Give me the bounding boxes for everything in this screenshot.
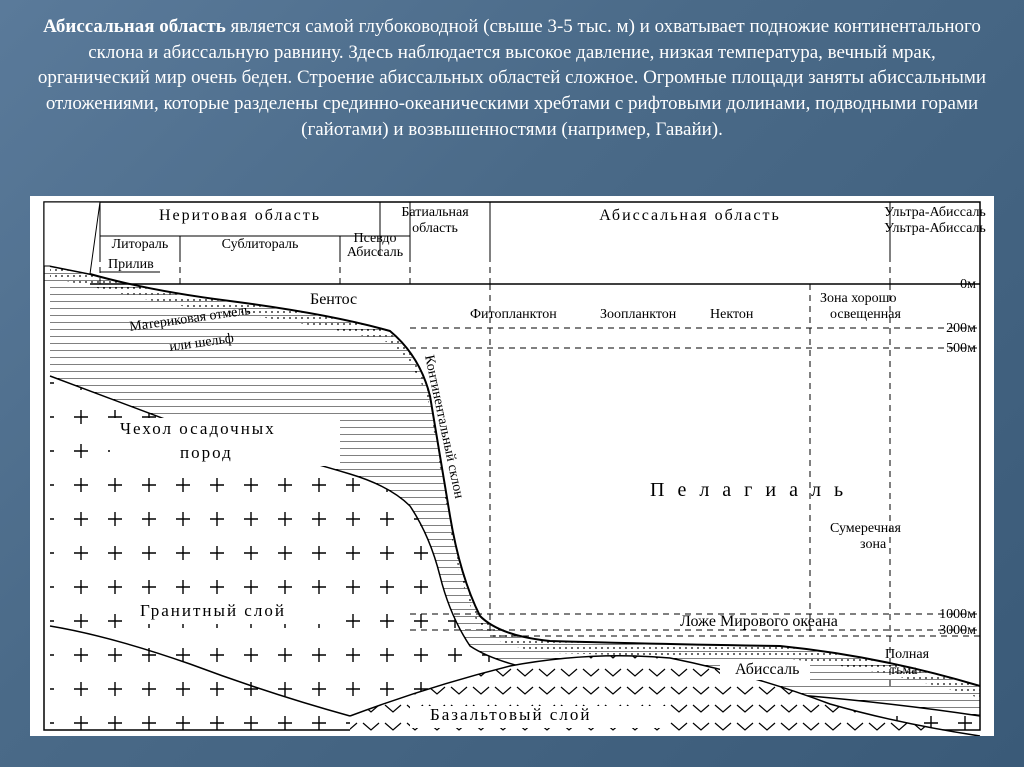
svg-text:200м: 200м bbox=[946, 321, 976, 336]
svg-text:Сумеречная: Сумеречная bbox=[830, 521, 901, 536]
svg-text:0м: 0м bbox=[960, 277, 976, 292]
svg-text:пород: пород bbox=[180, 443, 233, 462]
svg-text:П е л а г и а л ь: П е л а г и а л ь bbox=[650, 479, 847, 501]
svg-text:зона: зона bbox=[860, 537, 887, 552]
ocean-cross-section-diagram: СушаНеритовая областьБатиальнаяобластьАб… bbox=[30, 196, 994, 736]
svg-text:Бентос: Бентос bbox=[310, 291, 357, 308]
svg-text:Абиссаль: Абиссаль bbox=[735, 661, 799, 678]
svg-text:Батиальная: Батиальная bbox=[401, 205, 469, 220]
svg-text:Ультра-Абиссаль: Ультра-Абиссаль bbox=[884, 221, 986, 236]
svg-text:Чехол осадочных: Чехол осадочных bbox=[120, 419, 276, 438]
intro-text: Абиссальная область является самой глубо… bbox=[0, 0, 1024, 152]
svg-text:Прилив: Прилив bbox=[108, 257, 154, 272]
intro-bold: Абиссальная область bbox=[43, 16, 226, 37]
svg-text:Ультра-Абиссаль: Ультра-Абиссаль bbox=[884, 205, 986, 220]
svg-text:Сублитораль: Сублитораль bbox=[222, 237, 299, 252]
svg-text:500м: 500м bbox=[946, 341, 976, 356]
svg-text:Фитопланктон: Фитопланктон bbox=[470, 307, 557, 322]
svg-text:Абиссаль: Абиссаль bbox=[347, 245, 403, 260]
svg-text:1000м: 1000м bbox=[939, 607, 976, 622]
svg-text:Нектон: Нектон bbox=[710, 307, 754, 322]
svg-text:Зона хорошо: Зона хорошо bbox=[820, 291, 896, 306]
svg-text:Литораль: Литораль bbox=[112, 237, 169, 252]
svg-text:Полная: Полная bbox=[885, 647, 930, 662]
svg-text:Гранитный слой: Гранитный слой bbox=[140, 601, 286, 620]
svg-text:Псевдо: Псевдо bbox=[353, 231, 396, 246]
svg-text:область: область bbox=[412, 221, 458, 236]
svg-text:Зоопланктон: Зоопланктон bbox=[600, 307, 677, 322]
svg-text:Ложе Мирового океана: Ложе Мирового океана bbox=[680, 613, 838, 630]
svg-text:освещенная: освещенная bbox=[830, 307, 901, 322]
svg-text:Базальтовый слой: Базальтовый слой bbox=[430, 705, 591, 724]
svg-text:тьма: тьма bbox=[890, 663, 918, 678]
svg-text:Неритовая область: Неритовая область bbox=[159, 207, 321, 224]
svg-text:3000м: 3000м bbox=[939, 623, 976, 638]
svg-text:Абиссальная область: Абиссальная область bbox=[599, 207, 781, 224]
